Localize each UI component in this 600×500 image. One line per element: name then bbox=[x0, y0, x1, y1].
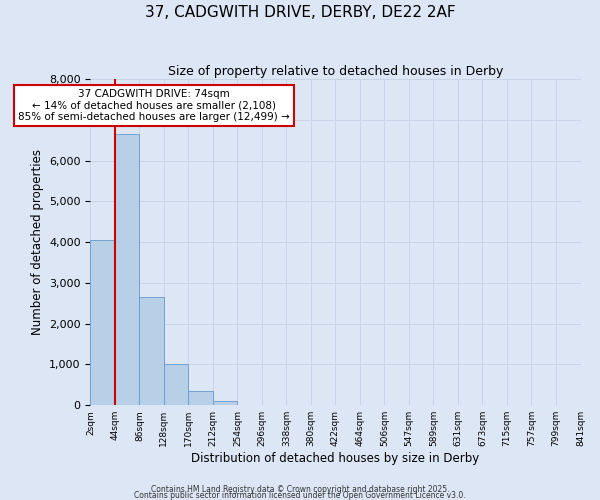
Title: Size of property relative to detached houses in Derby: Size of property relative to detached ho… bbox=[168, 65, 503, 78]
Text: Contains public sector information licensed under the Open Government Licence v3: Contains public sector information licen… bbox=[134, 492, 466, 500]
Text: Contains HM Land Registry data © Crown copyright and database right 2025.: Contains HM Land Registry data © Crown c… bbox=[151, 486, 449, 494]
Bar bbox=[164, 364, 188, 405]
Y-axis label: Number of detached properties: Number of detached properties bbox=[31, 149, 44, 335]
Bar bbox=[91, 240, 115, 405]
Bar bbox=[115, 134, 139, 405]
Bar bbox=[188, 392, 213, 405]
X-axis label: Distribution of detached houses by size in Derby: Distribution of detached houses by size … bbox=[191, 452, 479, 465]
Text: 37, CADGWITH DRIVE, DERBY, DE22 2AF: 37, CADGWITH DRIVE, DERBY, DE22 2AF bbox=[145, 5, 455, 20]
Text: 37 CADGWITH DRIVE: 74sqm
← 14% of detached houses are smaller (2,108)
85% of sem: 37 CADGWITH DRIVE: 74sqm ← 14% of detach… bbox=[18, 89, 290, 122]
Bar bbox=[213, 400, 238, 405]
Bar bbox=[139, 297, 164, 405]
